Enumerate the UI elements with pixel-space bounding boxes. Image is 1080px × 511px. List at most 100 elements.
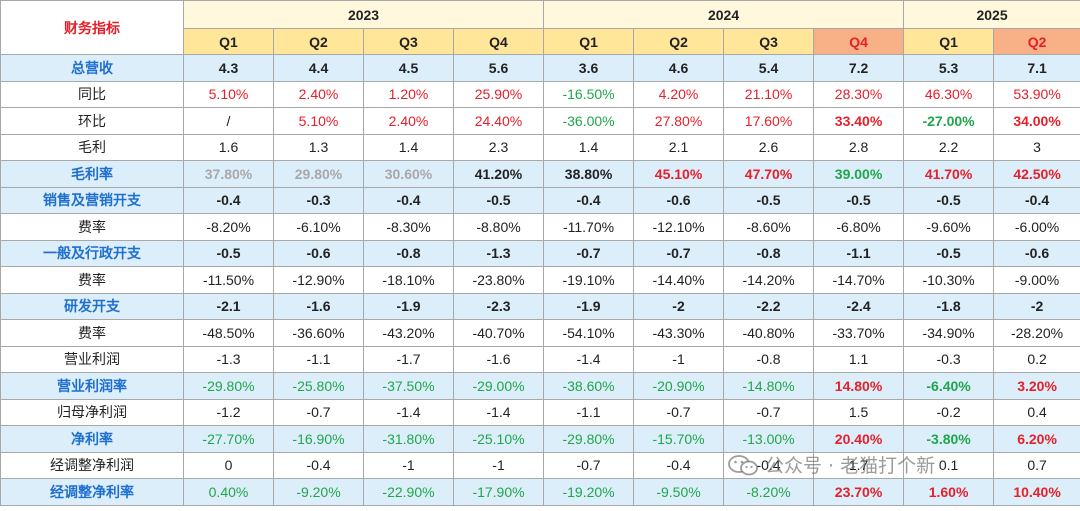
quarter-header: Q3 [363, 28, 454, 55]
table-cell: 2.6 [723, 133, 815, 161]
table-cell: -0.4 [363, 186, 454, 214]
table-cell: 20.40% [813, 425, 905, 453]
year-header: 2023 [182, 0, 545, 29]
table-cell: -1.4 [543, 345, 635, 373]
table-cell: -6.10% [273, 213, 364, 241]
table-cell: 1.4 [543, 133, 635, 161]
table-cell: -1 [363, 451, 454, 479]
table-cell: -8.20% [723, 478, 815, 506]
table-cell: -31.80% [363, 425, 454, 453]
table-cell: -0.8 [723, 345, 815, 373]
table-cell: 2.40% [363, 107, 454, 135]
table-cell: -14.40% [633, 266, 725, 294]
table-cell: 4.5 [363, 54, 454, 82]
table-cell: 0.2 [993, 345, 1080, 373]
quarter-header: Q1 [903, 28, 995, 55]
table-cell: -17.90% [452, 478, 545, 506]
table-cell: -9.20% [273, 478, 364, 506]
table-cell: -0.6 [633, 186, 725, 214]
table-row: 经调整净利率 0.40% -9.20% -22.90% -17.90% -19.20% -9… [0, 478, 1080, 506]
row-label: 环比 [0, 107, 184, 135]
table-cell: -36.00% [543, 107, 635, 135]
table-cell: -2.4 [813, 292, 905, 320]
table-cell: -54.10% [543, 319, 635, 347]
table-cell: -19.20% [543, 478, 635, 506]
table-cell: -27.00% [903, 107, 995, 135]
table-cell: -0.4 [993, 186, 1080, 214]
table-cell: 21.10% [723, 80, 815, 108]
table-cell: -43.30% [633, 319, 725, 347]
table-row: 营业利润 -1.3 -1.1 -1.7 -1.6 -1.4 -1 -0.8 1.1 -0.3 0.2 [0, 345, 1080, 373]
table-cell: -1.9 [363, 292, 454, 320]
table-cell: -0.3 [903, 345, 995, 373]
table-cell: 4.3 [183, 54, 274, 82]
table-cell: 42.50% [993, 160, 1080, 188]
table-cell: -0.7 [543, 239, 635, 267]
table-cell: -10.30% [903, 266, 995, 294]
table-cell: 37.80% [183, 160, 274, 188]
table-cell: 0.40% [183, 478, 274, 506]
table-cell: 6.20% [993, 425, 1080, 453]
table-cell: -20.90% [633, 372, 725, 400]
table-cell: -1.6 [452, 345, 545, 373]
table-cell: -9.00% [993, 266, 1080, 294]
table-cell: 1.5 [813, 398, 905, 426]
row-label: 销售及营销开支 [0, 186, 184, 214]
watermark-text: 公众号 · 老猫打个新 [765, 455, 936, 477]
table-cell: 4.20% [633, 80, 725, 108]
table-cell: -1.9 [543, 292, 635, 320]
table-cell: 33.40% [813, 107, 905, 135]
table-cell: 0 [183, 451, 274, 479]
table-cell: 3 [993, 133, 1080, 161]
table-cell: -19.10% [543, 266, 635, 294]
table-cell: -23.80% [452, 266, 545, 294]
table-row: 费率 -8.20% -6.10% -8.30% -8.80% -11.70% -12.10%… [0, 213, 1080, 241]
quarter-header: Q1 [543, 28, 635, 55]
row-label: 净利率 [0, 425, 184, 453]
table-cell: -0.7 [633, 398, 725, 426]
table-cell: 1.60% [903, 478, 995, 506]
table-cell: -8.80% [452, 213, 545, 241]
table-cell: -0.7 [633, 239, 725, 267]
table-cell: 3.6 [543, 54, 635, 82]
table-cell: -0.6 [273, 239, 364, 267]
table-cell: -0.8 [363, 239, 454, 267]
table-cell: -0.7 [273, 398, 364, 426]
table-cell: -8.60% [723, 213, 815, 241]
table-cell: 2.2 [903, 133, 995, 161]
row-label: 营业利润 [0, 345, 184, 373]
table-cell: 24.40% [452, 107, 545, 135]
table-cell: -25.10% [452, 425, 545, 453]
table-cell: -1.3 [183, 345, 274, 373]
table-row: 净利率 -27.70% -16.90% -31.80% -25.10% -29.80% -1… [0, 425, 1080, 453]
table-cell: 41.70% [903, 160, 995, 188]
table-cell: -11.50% [183, 266, 274, 294]
table-cell: -6.40% [903, 372, 995, 400]
table-cell: -1.4 [363, 398, 454, 426]
table-cell: -0.2 [903, 398, 995, 426]
table-cell: 1.20% [363, 80, 454, 108]
table-cell: -12.10% [633, 213, 725, 241]
table-cell: -37.50% [363, 372, 454, 400]
table-cell: 7.2 [813, 54, 905, 82]
table-cell: -16.90% [273, 425, 364, 453]
table-cell: -8.30% [363, 213, 454, 241]
table-cell: -1.6 [273, 292, 364, 320]
table-cell: 2.3 [452, 133, 545, 161]
table-cell: -0.7 [543, 451, 635, 479]
watermark: 公众号 · 老猫打个新 [727, 451, 935, 478]
table-cell: -6.00% [993, 213, 1080, 241]
table-cell: -0.4 [273, 451, 364, 479]
table-cell: 47.70% [723, 160, 815, 188]
table-row: 费率 -11.50% -12.90% -18.10% -23.80% -19.10% -14… [0, 266, 1080, 294]
table-cell: 5.4 [723, 54, 815, 82]
quarter-header: Q2 [633, 28, 725, 55]
table-cell: -0.5 [903, 239, 995, 267]
table-cell: -22.90% [363, 478, 454, 506]
row-label: 归母净利润 [0, 398, 184, 426]
table-cell: -16.50% [543, 80, 635, 108]
table-row: 毛利率 37.80% 29.80% 30.60% 41.20% 38.80% 45.10% 4… [0, 160, 1080, 188]
table-cell: 28.30% [813, 80, 905, 108]
row-label: 经调整净利润 [0, 451, 184, 479]
table-cell: -29.80% [543, 425, 635, 453]
